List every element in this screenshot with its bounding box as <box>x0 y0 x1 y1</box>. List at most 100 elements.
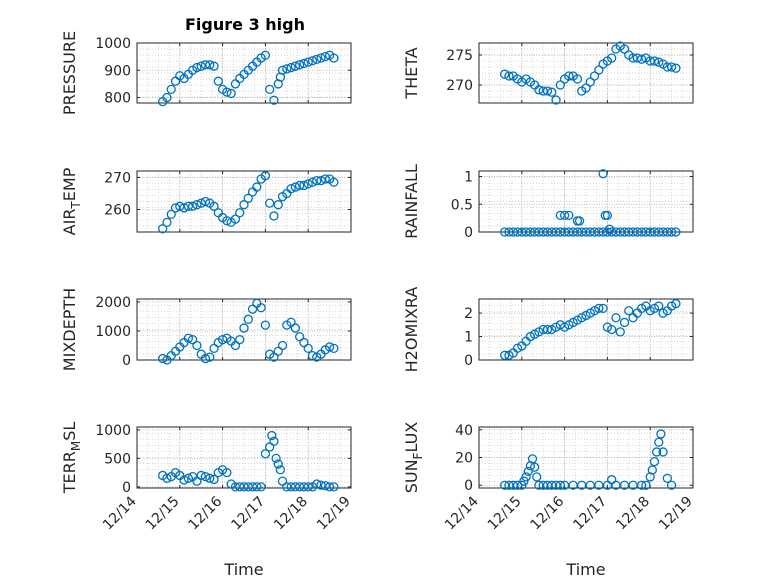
panel-1-data-point <box>162 92 172 103</box>
panel-7-data-point <box>324 482 335 492</box>
panel-3-data-point <box>243 193 253 203</box>
panel-3-data-point <box>312 175 322 186</box>
panel-5-data-point <box>200 353 211 364</box>
panel-8-y-tick-label: 20 <box>455 451 473 467</box>
panel-7-data-point <box>267 430 277 441</box>
panel-8-data-point <box>656 429 666 439</box>
panel-3-data-point <box>230 214 241 224</box>
panel-7-data-point <box>183 473 194 483</box>
panel-3-data-point <box>269 211 279 221</box>
panel-1-data-point <box>316 53 326 63</box>
panel-1-data-point <box>265 84 275 95</box>
panel-4-data-point <box>666 227 677 237</box>
panel-3-data-point <box>183 201 194 211</box>
panel-8-y-axis-label: SUNFLUX <box>402 422 425 494</box>
panel-2-data-point <box>619 44 630 54</box>
panel-5-data-point <box>235 335 245 345</box>
panel-7-data-point <box>271 453 281 464</box>
panel-5-data-point <box>205 352 215 362</box>
panel-2-data-point <box>555 80 565 90</box>
panel-4-data-point <box>602 210 613 221</box>
panel-1-data-point <box>222 87 232 97</box>
panel-8-y-tick-label: 40 <box>455 423 473 439</box>
panel-7-data-point <box>329 482 339 492</box>
panel-6-data-point <box>500 350 510 360</box>
panel-3-data-point <box>200 196 211 207</box>
panel-5-y-tick-label: 2000 <box>95 295 131 311</box>
panel-2-data-point <box>504 71 514 81</box>
panel-8-x-tick-label: 12/14 <box>442 493 482 533</box>
panel-7-data-point <box>269 436 279 446</box>
panel-2-data-point <box>589 71 600 81</box>
panel-2-y-tick-label: 270 <box>446 78 473 94</box>
panel-7-x-tick-label: 12/17 <box>228 494 268 534</box>
panel-3-axes-box <box>136 170 352 233</box>
panel-5-data-point <box>290 323 301 333</box>
panel-4-data-point <box>604 224 615 234</box>
panel-4-data-point <box>598 169 608 179</box>
panel-7-y-tick-label: 500 <box>104 451 131 467</box>
panel-2-data-point <box>500 69 510 79</box>
panel-1-data-point <box>226 88 236 99</box>
panel-8-data-point <box>641 480 651 490</box>
panel-1-y-tick-label: 800 <box>104 91 131 107</box>
panel-8-data-point <box>658 447 668 457</box>
panel-3-data-point <box>303 179 313 189</box>
panel-8-x-axis-label: Time <box>565 560 605 579</box>
panel-6-y-axis-label: H2OMIXRA <box>402 287 421 373</box>
panel-5-data-point <box>243 314 253 324</box>
panel-2-data-point <box>564 71 574 81</box>
panel-8-data-point <box>636 480 647 490</box>
panel-4-y-tick-label: 0 <box>464 225 473 241</box>
panel-1-data-point <box>200 60 211 70</box>
panel-6-data-point <box>542 324 553 335</box>
panel-7-data-point <box>320 481 330 491</box>
panel-5-y-tick-label: 0 <box>122 353 131 369</box>
panel-7-data-point <box>256 482 266 492</box>
panel-3-data-point <box>209 201 219 211</box>
panel-4-y-tick-label: 1 <box>464 170 473 186</box>
panel-7-data-point <box>196 470 206 481</box>
panel-5-data-point <box>183 333 194 343</box>
panel-4-y-tick-label: 0.5 <box>451 197 473 213</box>
panel-1-data-point <box>209 61 219 71</box>
panel-7-x-tick-label: 12/15 <box>143 494 183 534</box>
panel-7-data-point <box>179 475 189 485</box>
panel-7-data-point <box>252 482 262 492</box>
panel-5-y-tick-label: 1000 <box>95 324 131 340</box>
panel-2-data-point <box>666 62 677 72</box>
panel-5-data-point <box>260 320 271 330</box>
panel-1-axes-box <box>136 42 352 104</box>
panel-7-data-point <box>260 449 271 459</box>
panel-3-data-point <box>187 201 198 211</box>
panel-3-data-point <box>239 200 249 210</box>
panel-3-data-point <box>286 184 296 194</box>
panel-1-data-point <box>329 53 339 63</box>
panel-7-x-tick-label: 12/14 <box>100 493 140 533</box>
panel-6-data-point <box>654 301 664 311</box>
panel-5-data-point <box>239 323 249 333</box>
panel-3-data-point <box>320 174 330 184</box>
panel-7-data-point <box>312 479 322 489</box>
panel-3-y-axis-label: AIRTEMP <box>60 167 83 235</box>
panel-7-y-tick-label: 1000 <box>95 423 131 439</box>
panel-1-data-point <box>192 62 202 73</box>
panel-5-data-point <box>303 343 313 354</box>
panel-7-y-tick-label: 0 <box>122 480 131 496</box>
panel-6-data-point <box>594 303 604 314</box>
panel-7-data-point <box>275 465 286 475</box>
panel-1-data-point <box>196 61 206 71</box>
panel-1-data-point <box>299 58 309 69</box>
panel-5-data-point <box>324 342 335 352</box>
panel-6-data-point <box>624 306 634 316</box>
panel-3-data-point <box>192 200 202 210</box>
panel-3-data-point <box>260 171 271 181</box>
panel-1-data-point <box>312 54 322 65</box>
panel-8-data-point <box>662 473 672 483</box>
panel-7-data-point <box>303 482 313 492</box>
panel-7-x-tick-label: 12/19 <box>314 494 354 534</box>
panel-2-data-point <box>671 63 681 73</box>
panel-6-data-point <box>671 299 681 309</box>
panel-2-data-point <box>645 56 655 66</box>
panel-2-y-axis-label: THETA <box>402 47 421 99</box>
